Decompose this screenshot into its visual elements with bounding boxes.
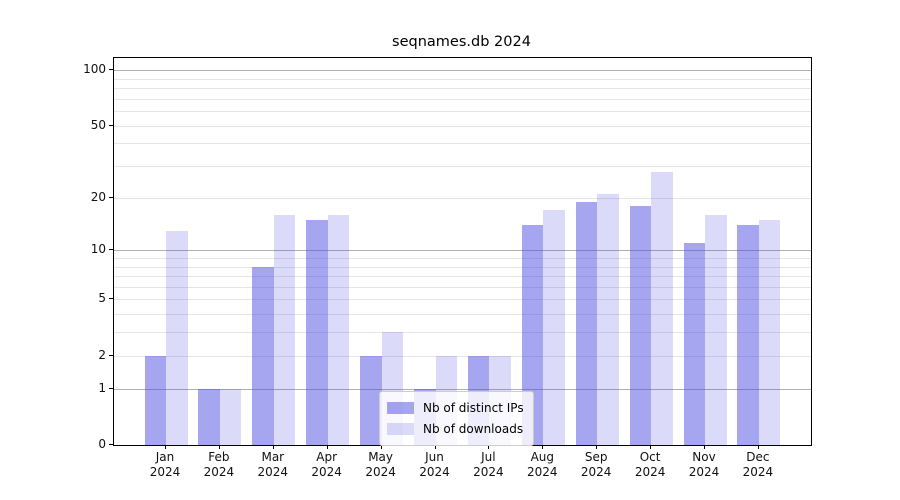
bar-distinct-ips-feb <box>198 388 220 445</box>
y-tick-label-50: 50 <box>90 117 106 132</box>
bar-distinct-ips-oct <box>629 205 652 445</box>
x-tick-mark <box>650 445 652 449</box>
bar-downloads-apr <box>327 214 350 445</box>
legend-swatch-distinct-ips <box>387 401 414 414</box>
bar-downloads-aug <box>543 210 565 445</box>
bar-downloads-sep <box>597 194 619 445</box>
x-tick-label-aug: Aug 2024 <box>527 450 558 479</box>
y-tick-mark <box>109 444 113 445</box>
x-tick-label-sep: Sep 2024 <box>580 450 612 479</box>
x-tick-label-nov: Nov 2024 <box>688 450 720 479</box>
gridline-y-70 <box>114 98 811 100</box>
bar-downloads-oct <box>651 171 673 445</box>
x-tick-mark <box>596 445 598 449</box>
legend: Nb of distinct IPs Nb of downloads <box>379 391 534 446</box>
x-tick-label-dec: Dec 2024 <box>742 450 774 479</box>
y-tick-mark <box>109 69 113 71</box>
bar-downloads-nov <box>705 214 727 445</box>
x-tick-mark <box>218 445 220 449</box>
y-tick-label-0: 0 <box>98 437 106 451</box>
x-tick-label-apr: Apr 2024 <box>311 450 342 479</box>
y-tick-label-20: 20 <box>90 189 106 204</box>
bar-downloads-jan <box>166 230 188 445</box>
legend-swatch-downloads <box>387 422 414 435</box>
x-tick-label-jul: Jul 2024 <box>473 450 504 479</box>
legend-label-distinct-ips: Nb of distinct IPs <box>423 400 524 415</box>
x-tick-label-jun: Jun 2024 <box>419 450 450 479</box>
gridline-y-9 <box>114 258 811 259</box>
y-tick-mark <box>109 387 113 389</box>
bar-distinct-ips-apr <box>306 219 328 445</box>
gridline-y-3 <box>114 332 811 334</box>
x-tick-label-may: May 2024 <box>365 450 396 479</box>
gridline-y-60 <box>114 111 811 113</box>
bar-distinct-ips-mar <box>252 266 274 445</box>
y-tick-mark <box>109 298 113 300</box>
y-tick-label-1: 1 <box>98 380 106 395</box>
y-tick-label-10: 10 <box>90 242 106 257</box>
gridline-y-8 <box>114 266 811 268</box>
gridline-y-90 <box>114 78 811 80</box>
x-tick-mark <box>434 445 436 449</box>
x-tick-mark <box>757 445 759 449</box>
y-tick-mark <box>109 249 113 251</box>
gridline-y-1 <box>114 388 811 390</box>
x-tick-label-mar: Mar 2024 <box>257 450 289 479</box>
bar-downloads-dec <box>758 219 781 445</box>
gridline-y-100 <box>114 70 811 72</box>
chart-title: seqnames.db 2024 <box>392 34 531 50</box>
gridline-y-10 <box>114 250 811 252</box>
x-tick-label-oct: Oct 2024 <box>634 450 666 479</box>
legend-item-distinct-ips: Nb of distinct IPs <box>387 397 524 418</box>
bar-distinct-ips-nov <box>683 243 705 445</box>
bar-downloads-mar <box>273 214 296 445</box>
x-tick-mark <box>165 445 166 449</box>
y-tick-mark <box>109 354 113 356</box>
bar-distinct-ips-sep <box>575 201 598 445</box>
gridline-y-4 <box>114 314 811 316</box>
plot-area: Nb of distinct IPs Nb of downloads <box>113 57 812 446</box>
gridline-y-80 <box>114 88 811 90</box>
gridline-y-50 <box>114 125 811 127</box>
x-tick-mark <box>488 445 490 449</box>
gridline-y-20 <box>114 197 811 199</box>
bar-downloads-feb <box>219 388 242 445</box>
y-tick-label-2: 2 <box>98 347 106 362</box>
bar-distinct-ips-jan <box>144 355 166 445</box>
x-tick-mark <box>542 445 544 449</box>
y-tick-label-5: 5 <box>98 291 106 306</box>
legend-label-downloads: Nb of downloads <box>423 421 524 436</box>
gridline-y-5 <box>114 299 811 301</box>
x-tick-label-feb: Feb 2024 <box>203 450 235 479</box>
x-tick-label-jan: Jan 2024 <box>149 450 181 479</box>
gridline-y-7 <box>114 276 811 278</box>
gridline-y-2 <box>114 355 811 357</box>
bar-distinct-ips-aug <box>521 225 544 445</box>
gridline-y-40 <box>114 143 811 145</box>
x-tick-mark <box>272 445 274 449</box>
legend-item-downloads: Nb of downloads <box>387 418 524 439</box>
y-tick-mark <box>109 124 113 126</box>
gridline-y-6 <box>114 286 811 288</box>
x-tick-mark <box>380 445 382 449</box>
bar-distinct-ips-may <box>360 355 382 445</box>
x-tick-mark <box>326 445 328 449</box>
bar-distinct-ips-dec <box>737 225 759 445</box>
gridline-y-30 <box>114 166 811 168</box>
y-tick-label-100: 100 <box>83 62 106 77</box>
x-tick-mark <box>704 445 705 449</box>
y-tick-mark <box>109 196 113 198</box>
